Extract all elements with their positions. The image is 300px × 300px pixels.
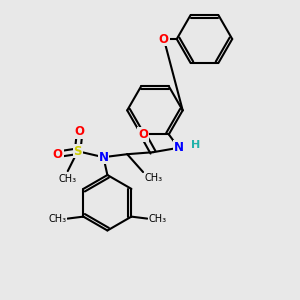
Text: CH₃: CH₃ — [48, 214, 67, 224]
Text: O: O — [138, 128, 148, 141]
Text: O: O — [75, 125, 85, 138]
Text: S: S — [74, 145, 82, 158]
Text: CH₃: CH₃ — [148, 214, 166, 224]
Text: CH₃: CH₃ — [144, 173, 162, 183]
Text: N: N — [98, 151, 108, 164]
Text: H: H — [190, 140, 200, 150]
Text: O: O — [159, 32, 169, 46]
Text: O: O — [53, 148, 63, 161]
Text: N: N — [174, 141, 184, 154]
Text: CH₃: CH₃ — [59, 174, 77, 184]
